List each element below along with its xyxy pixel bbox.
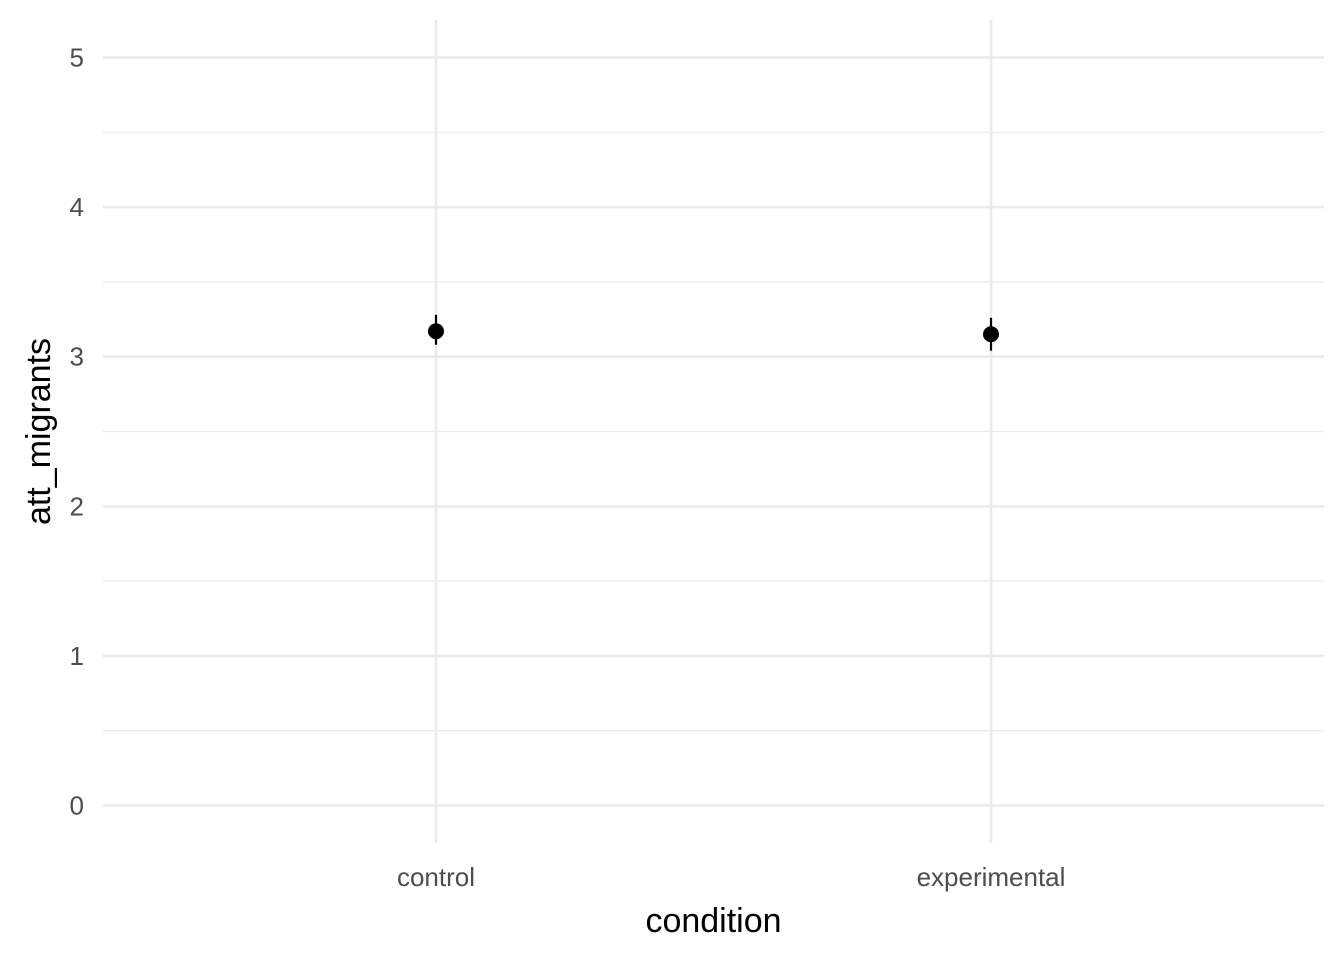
x-tick-label: experimental: [917, 862, 1066, 892]
data-point: [983, 326, 999, 343]
data-points: [428, 314, 999, 351]
x-axis-tick-labels: control experimental: [397, 862, 1065, 892]
major-gridlines: [103, 20, 1324, 843]
y-tick-label: 1: [70, 641, 84, 671]
x-axis-title: condition: [645, 902, 781, 940]
minor-gridlines: [103, 131, 1324, 732]
y-tick-label: 0: [70, 791, 84, 821]
y-tick-label: 5: [70, 42, 84, 72]
y-tick-label: 4: [70, 192, 84, 222]
y-tick-label: 2: [70, 491, 84, 521]
y-axis-title: att_migrants: [20, 338, 58, 525]
y-axis-tick-labels: 0 1 2 3 4 5: [70, 42, 84, 820]
x-tick-label: control: [397, 862, 475, 892]
y-tick-label: 3: [70, 342, 84, 372]
data-point: [428, 323, 444, 340]
